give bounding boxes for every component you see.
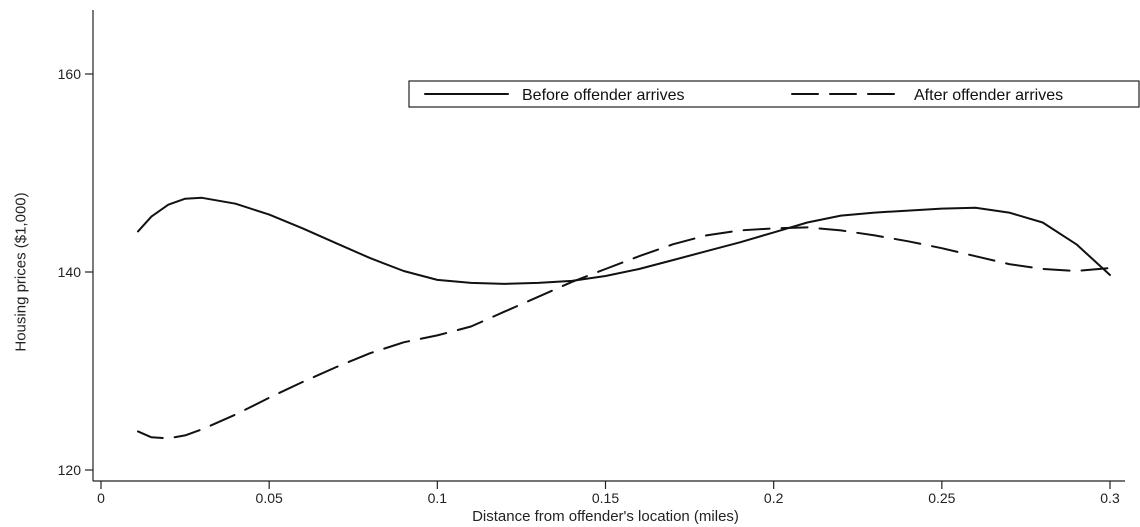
series-layer <box>137 196 1111 440</box>
y-tick-label: 120 <box>58 462 82 478</box>
x-tick-label: 0.1 <box>428 490 448 506</box>
y-axis-title: Housing prices ($1,000) <box>12 192 29 351</box>
legend-label-after: After offender arrives <box>914 87 1063 104</box>
series-before-line <box>137 196 1111 285</box>
x-tick-label: 0.3 <box>1100 490 1120 506</box>
axes <box>92 10 1125 482</box>
y-ticks: 120 140 160 <box>58 66 93 478</box>
x-tick-label: 0.25 <box>928 490 955 506</box>
legend-label-before: Before offender arrives <box>522 87 684 104</box>
legend-box <box>408 80 1140 108</box>
x-tick-label: 0 <box>97 490 105 506</box>
x-ticks: 0 0.05 0.1 0.15 0.2 0.25 0.3 <box>97 481 1120 506</box>
series-after-line <box>137 226 1111 440</box>
x-tick-label: 0.05 <box>256 490 283 506</box>
x-tick-label: 0.2 <box>764 490 784 506</box>
y-tick-label: 140 <box>58 264 82 280</box>
x-tick-label: 0.15 <box>592 490 619 506</box>
legend: Before offender arrives After offender a… <box>408 80 1140 108</box>
y-tick-label: 160 <box>58 66 82 82</box>
x-axis-title: Distance from offender's location (miles… <box>472 508 739 525</box>
